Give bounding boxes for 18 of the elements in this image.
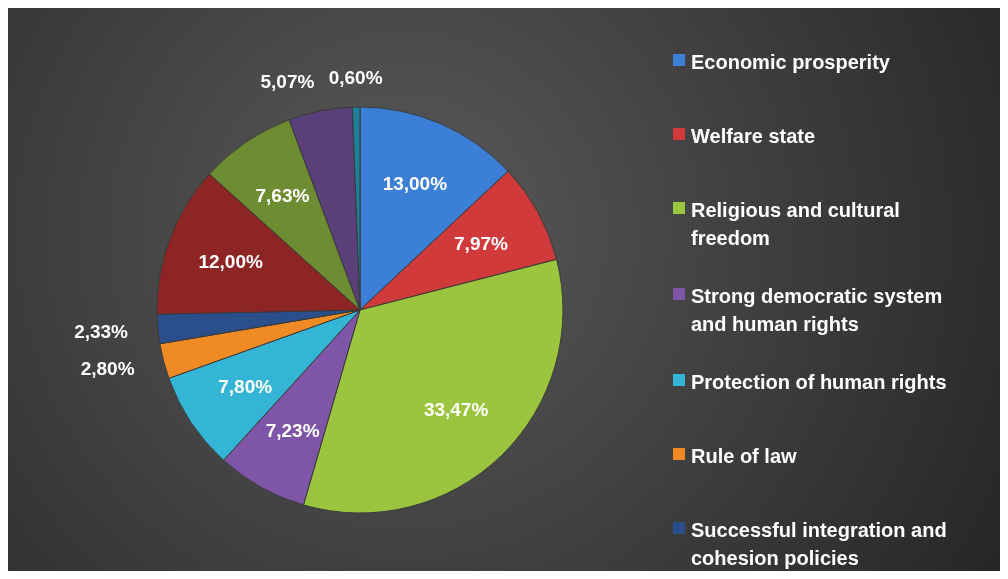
legend-label: Welfare state xyxy=(691,124,816,149)
data-label: 0,60% xyxy=(328,66,383,88)
data-label: 7,97% xyxy=(454,233,509,255)
slice-label: Religious and cultural freedom xyxy=(691,198,901,251)
legend-label: Protection of human rights xyxy=(691,370,947,395)
data-label: 12,00% xyxy=(198,251,263,273)
data-label: 7,23% xyxy=(265,419,320,441)
legend-label: Economic prosperity xyxy=(691,50,890,75)
legend-label: Successful integration and cohesion policies xyxy=(691,518,948,571)
data-label: 7,63% xyxy=(255,185,310,207)
data-label: 33,47% xyxy=(423,398,489,420)
legend-label: Rule of law xyxy=(691,444,797,469)
data-label: 5,07% xyxy=(260,71,315,93)
legend-label: Strong democratic system and human rights xyxy=(691,284,944,337)
data-label: 2,33% xyxy=(74,321,129,343)
data-label: 2,80% xyxy=(80,358,135,380)
data-label: 7,80% xyxy=(218,376,273,398)
data-label: 13,00% xyxy=(382,172,448,194)
